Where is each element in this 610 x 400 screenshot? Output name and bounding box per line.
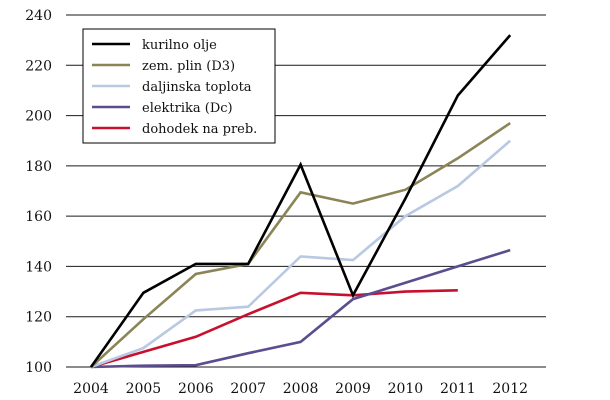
x-tick-label-2010: 2010 bbox=[388, 381, 424, 397]
series-line-zem-plin-d3 bbox=[90, 122, 511, 368]
x-tick-label-2005: 2005 bbox=[126, 381, 162, 397]
legend: kurilno olje zem. plin (D3) daljinska topl… bbox=[82, 28, 276, 144]
legend-label-dohodek-na-preb: dohodek na preb. bbox=[142, 122, 257, 137]
x-tick-label-2007: 2007 bbox=[230, 381, 266, 397]
y-tick-label-200: 200 bbox=[25, 109, 52, 125]
x-tick-label-2012: 2012 bbox=[492, 381, 528, 397]
series-lines bbox=[89, 34, 512, 369]
x-tick-label-2006: 2006 bbox=[178, 381, 214, 397]
legend-label-elektrika-dc: elektrika (Dc) bbox=[142, 101, 233, 116]
x-tick-label-2009: 2009 bbox=[335, 381, 371, 397]
legend-label-zem-plin-d3: zem. plin (D3) bbox=[142, 59, 235, 74]
x-tick-label-2011: 2011 bbox=[440, 381, 476, 397]
legend-label-kurilno-olje: kurilno olje bbox=[142, 38, 217, 53]
y-tick-label-140: 140 bbox=[25, 259, 52, 275]
x-axis-tick-labels: 2004 2005 2006 2007 2008 2009 2010 2011 2012 bbox=[73, 381, 528, 397]
y-tick-label-180: 180 bbox=[25, 159, 52, 175]
series-line-elektrika-dc bbox=[90, 248, 511, 369]
x-tick-label-2004: 2004 bbox=[73, 381, 109, 397]
y-tick-label-240: 240 bbox=[25, 8, 52, 24]
y-axis-tick-labels: 100 120 140 160 180 200 220 240 bbox=[25, 8, 52, 376]
x-tick-label-2008: 2008 bbox=[283, 381, 319, 397]
legend-label-daljinska-toplota: daljinska toplota bbox=[142, 80, 252, 95]
series-line-kurilno-olje bbox=[89, 34, 512, 368]
series-line-dohodek-na-preb bbox=[90, 289, 458, 369]
y-tick-label-100: 100 bbox=[25, 360, 52, 376]
y-tick-label-160: 160 bbox=[25, 209, 52, 225]
y-tick-label-120: 120 bbox=[25, 310, 52, 326]
series-line-daljinska-toplota bbox=[90, 139, 512, 369]
y-tick-label-220: 220 bbox=[25, 58, 52, 74]
